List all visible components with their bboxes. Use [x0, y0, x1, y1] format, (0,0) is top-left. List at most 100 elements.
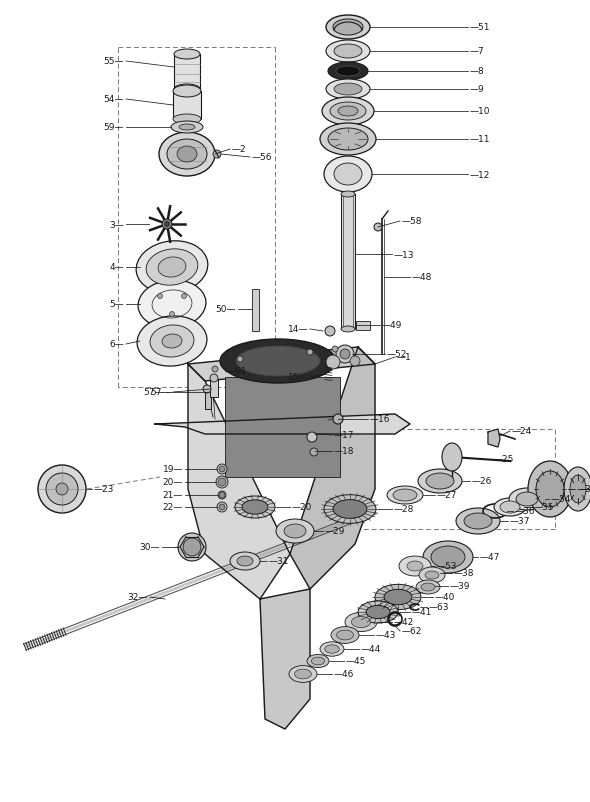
- Bar: [341, 195, 355, 330]
- Ellipse shape: [341, 326, 355, 333]
- Circle shape: [183, 538, 201, 557]
- Circle shape: [216, 476, 228, 488]
- Ellipse shape: [294, 669, 312, 679]
- Bar: [225, 378, 340, 477]
- Text: —63: —63: [429, 603, 450, 612]
- Ellipse shape: [173, 86, 201, 98]
- Polygon shape: [488, 429, 500, 448]
- Text: 54—: 54—: [104, 95, 124, 104]
- Circle shape: [333, 415, 343, 424]
- Ellipse shape: [242, 500, 268, 515]
- Ellipse shape: [375, 585, 421, 610]
- Ellipse shape: [179, 125, 195, 131]
- Text: 21—: 21—: [163, 491, 183, 500]
- Text: 30—: 30—: [139, 543, 160, 552]
- Circle shape: [218, 492, 226, 500]
- Ellipse shape: [407, 561, 423, 571]
- Polygon shape: [188, 365, 290, 599]
- Text: —49: —49: [382, 321, 402, 330]
- Text: —60: —60: [582, 485, 590, 494]
- Ellipse shape: [416, 581, 440, 594]
- Ellipse shape: [421, 583, 435, 591]
- Text: —23: —23: [94, 485, 114, 494]
- Ellipse shape: [159, 133, 215, 176]
- Text: —58: —58: [402, 217, 422, 226]
- Ellipse shape: [177, 147, 197, 163]
- Ellipse shape: [136, 241, 208, 294]
- Ellipse shape: [325, 645, 339, 654]
- Text: —48: —48: [412, 273, 432, 282]
- Text: 6—: 6—: [109, 340, 124, 349]
- Bar: [173, 92, 201, 119]
- Circle shape: [217, 502, 227, 512]
- Ellipse shape: [456, 508, 500, 534]
- Ellipse shape: [358, 602, 398, 623]
- Text: —37: —37: [510, 516, 530, 526]
- Text: 22—: 22—: [163, 503, 183, 512]
- Circle shape: [217, 464, 227, 475]
- Ellipse shape: [158, 257, 186, 277]
- Ellipse shape: [464, 513, 492, 529]
- Text: —17: —17: [334, 431, 355, 440]
- Text: —29: —29: [325, 527, 345, 536]
- Circle shape: [203, 386, 211, 394]
- Text: —27: —27: [437, 491, 457, 500]
- Text: —47: —47: [480, 553, 500, 561]
- Ellipse shape: [387, 486, 423, 504]
- Text: —51: —51: [470, 23, 490, 32]
- Ellipse shape: [312, 658, 325, 665]
- Ellipse shape: [150, 326, 194, 358]
- Ellipse shape: [341, 192, 355, 198]
- Ellipse shape: [307, 654, 329, 668]
- Text: —52: —52: [387, 350, 407, 359]
- Text: 19—: 19—: [162, 465, 183, 474]
- Circle shape: [374, 224, 382, 232]
- Circle shape: [56, 484, 68, 496]
- Text: —61: —61: [227, 367, 247, 376]
- Text: —42: —42: [394, 618, 414, 626]
- Circle shape: [340, 350, 350, 359]
- Ellipse shape: [516, 492, 538, 506]
- Text: —26: —26: [472, 477, 493, 486]
- Bar: [210, 379, 218, 398]
- Text: —1: —1: [397, 353, 412, 362]
- Text: 57—: 57—: [143, 388, 164, 397]
- Circle shape: [212, 367, 218, 373]
- Ellipse shape: [328, 129, 368, 151]
- Text: —62: —62: [402, 626, 422, 636]
- Text: —43: —43: [376, 630, 396, 640]
- Text: 5—: 5—: [109, 300, 124, 309]
- Text: —8: —8: [470, 67, 485, 76]
- Ellipse shape: [322, 98, 374, 126]
- Ellipse shape: [230, 553, 260, 570]
- Text: 55—: 55—: [103, 58, 124, 67]
- Text: —24: —24: [512, 427, 532, 436]
- Circle shape: [182, 294, 186, 299]
- Circle shape: [325, 326, 335, 337]
- Ellipse shape: [352, 617, 371, 628]
- Ellipse shape: [173, 115, 201, 125]
- Circle shape: [350, 357, 360, 367]
- Text: —10: —10: [470, 107, 490, 116]
- Circle shape: [178, 533, 206, 561]
- Ellipse shape: [528, 461, 572, 517]
- Text: —36: —36: [515, 507, 536, 516]
- Text: —31: —31: [269, 557, 290, 565]
- Ellipse shape: [425, 571, 439, 579]
- Text: 4—: 4—: [109, 263, 124, 272]
- Circle shape: [165, 222, 169, 227]
- Circle shape: [210, 375, 218, 383]
- Text: —44: —44: [361, 645, 381, 654]
- Text: —2: —2: [232, 145, 247, 154]
- Circle shape: [162, 220, 172, 229]
- Circle shape: [213, 151, 221, 159]
- Polygon shape: [155, 415, 410, 435]
- Ellipse shape: [237, 557, 253, 566]
- Ellipse shape: [162, 334, 182, 349]
- Ellipse shape: [399, 557, 431, 577]
- Ellipse shape: [326, 16, 370, 40]
- Ellipse shape: [334, 164, 362, 186]
- Text: —20: —20: [292, 503, 312, 512]
- Ellipse shape: [418, 469, 462, 493]
- Ellipse shape: [536, 472, 564, 508]
